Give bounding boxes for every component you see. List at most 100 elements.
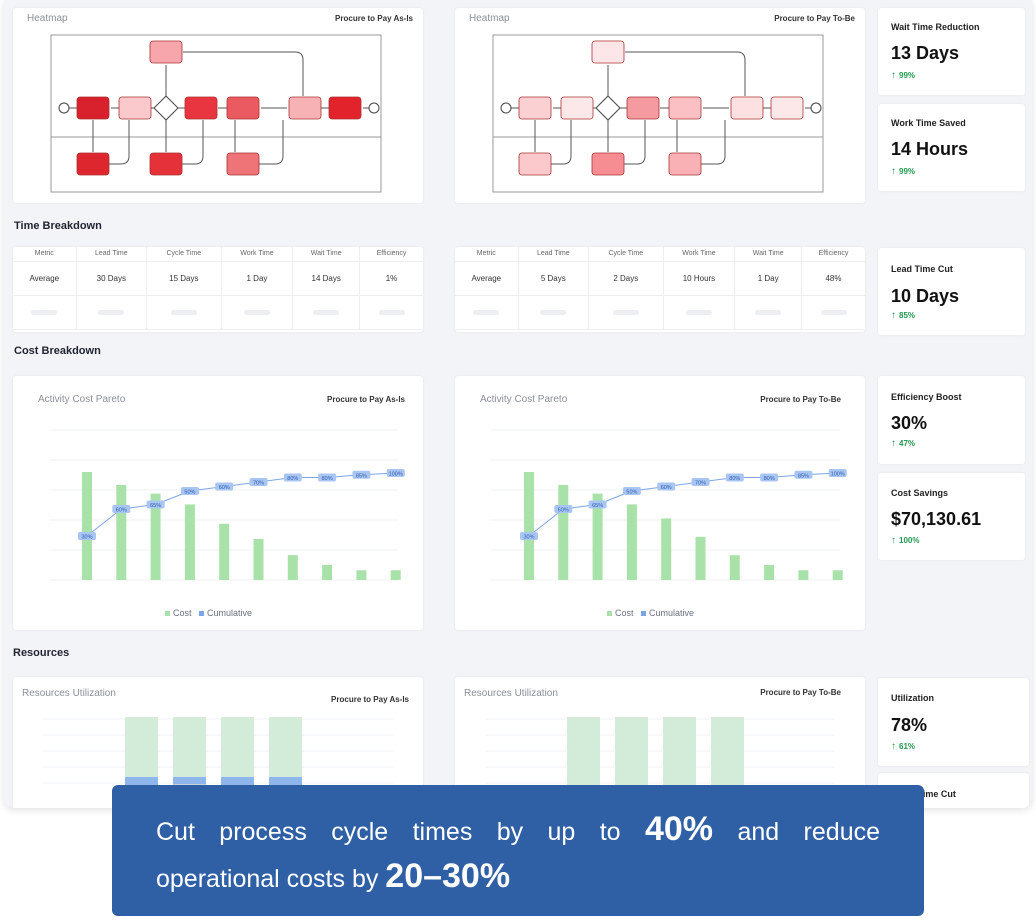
- time-table-as-is: Metric Lead Time Cycle Time Work Time Wa…: [13, 247, 423, 332]
- table-row: Average 30 Days 15 Days 1 Day 14 Days 1%: [13, 261, 423, 296]
- cost-bar: [253, 538, 264, 580]
- cumulative-point: [386, 469, 405, 477]
- cost-bar: [82, 472, 92, 580]
- kpi-value: $70,130.61: [891, 509, 982, 529]
- cost-bar: [661, 518, 672, 580]
- data-label: 80%: [322, 476, 333, 482]
- data-label: 60%: [116, 508, 127, 514]
- arrow-up-icon: ↑: [891, 741, 896, 752]
- activity-box: [591, 152, 625, 176]
- col-header: Cycle Time: [588, 247, 664, 262]
- activity-box: [226, 96, 260, 120]
- activity-box: [76, 152, 110, 176]
- cumulative-point: [657, 482, 676, 491]
- table-cell: 48%: [801, 261, 865, 296]
- data-label: 80%: [764, 476, 775, 482]
- data-label: 65%: [592, 503, 603, 509]
- heatmap-card-to-be: Heatmap Procure to Pay To-Be: [455, 8, 865, 203]
- kpi-wait-time-reduction: Wait Time Reduction 13 Days ↑ 99%: [878, 8, 1025, 95]
- process-heatmap[interactable]: [455, 8, 865, 203]
- chart-subtitle: Procure to Pay As-Is: [327, 395, 405, 404]
- heatmap-subtitle: Procure to Pay As-Is: [335, 14, 413, 23]
- cumulative-line: [528, 472, 838, 537]
- legend-item-cumulative[interactable]: Cumulative: [641, 608, 694, 618]
- cumulative-point: [725, 473, 744, 482]
- arrow-up-icon: ↑: [891, 310, 896, 321]
- table-cell: 2 Days: [588, 261, 664, 296]
- process-heatmap[interactable]: [13, 8, 423, 203]
- legend-item-cumulative[interactable]: Cumulative: [199, 608, 252, 618]
- kpi-lead-time-cut: Lead Time Cut 10 Days ↑ 85%: [878, 248, 1025, 335]
- heatmap-title: Heatmap: [27, 13, 68, 24]
- data-label: 85%: [356, 473, 367, 479]
- cumulative-point: [283, 473, 302, 482]
- cumulative-point: [112, 505, 131, 513]
- table-cell: 10 Hours: [663, 261, 736, 296]
- connector: [259, 120, 284, 165]
- placeholder-bar: [540, 309, 567, 315]
- table-cell: Average: [13, 261, 77, 296]
- table-cell: 1%: [359, 261, 423, 296]
- col-header: Lead Time: [76, 247, 148, 262]
- activity-box: [668, 96, 702, 120]
- arrow-up-icon: ↑: [891, 70, 896, 81]
- data-label: 60%: [661, 485, 672, 491]
- arrow-up-icon: ↑: [891, 535, 896, 546]
- table-cell: 1 Day: [221, 261, 294, 296]
- arrow-up-icon: ↑: [891, 438, 896, 449]
- cost-bar: [626, 504, 637, 580]
- pool-frame: [50, 34, 382, 193]
- heatmap-card-as-is: Heatmap Procure to Pay As-Is: [13, 8, 423, 203]
- chart-subtitle: Procure to Pay To-Be: [760, 688, 841, 697]
- placeholder-bar: [612, 309, 639, 315]
- activity-box: [591, 40, 625, 64]
- kpi-value: 30%: [891, 413, 928, 433]
- resource-bar-segment: [173, 717, 206, 777]
- cost-bar: [287, 555, 298, 580]
- connector: [182, 120, 204, 165]
- connector: [551, 120, 572, 165]
- pareto-chart[interactable]: 30% 60% 65% 50% 60% 70% 80% 80% 85% 100%: [455, 376, 865, 630]
- chart-subtitle: Procure to Pay To-Be: [760, 395, 841, 404]
- activity-box: [288, 96, 322, 120]
- placeholder-bar: [313, 309, 340, 315]
- table-row-placeholder: [13, 295, 423, 330]
- activity-box: [76, 96, 110, 120]
- col-header: Lead Time: [518, 247, 590, 262]
- kpi-label: Work Time Saved: [891, 118, 966, 128]
- cost-bar: [356, 570, 367, 580]
- activity-box: [118, 96, 152, 120]
- placeholder-bar: [378, 309, 405, 315]
- legend-item-cost[interactable]: Cost: [165, 608, 192, 618]
- kpi-delta: ↑ 47%: [891, 438, 916, 449]
- resource-bar-segment: [269, 717, 302, 777]
- cumulative-point: [78, 532, 96, 540]
- cost-bar: [322, 564, 333, 580]
- kpi-cost-savings: Cost Savings $70,130.61 ↑ 100%: [878, 473, 1025, 560]
- chart-title: Resources Utilization: [464, 688, 558, 699]
- activity-box: [328, 96, 362, 120]
- time-table-to-be: Metric Lead Time Cycle Time Work Time Wa…: [455, 247, 865, 332]
- connector: [625, 51, 746, 96]
- table-cell: 14 Days: [292, 261, 360, 296]
- start-event-icon: [500, 102, 512, 114]
- cost-bar: [390, 570, 401, 580]
- cost-bar: [150, 493, 161, 580]
- dashboard: Heatmap Procure to Pay As-Is Heatmap Pro…: [4, 0, 1032, 808]
- pareto-card-as-is: Activity Cost Pareto Procure to Pay As-I…: [13, 376, 423, 630]
- data-label: 70%: [253, 481, 264, 487]
- col-header: Work Time: [663, 247, 736, 262]
- table-cell: Average: [455, 261, 519, 296]
- cost-bar: [729, 555, 740, 580]
- connector: [624, 120, 646, 165]
- activity-box: [730, 96, 764, 120]
- kpi-work-time-saved: Work Time Saved 14 Hours ↑ 99%: [878, 104, 1025, 191]
- section-title-cost-breakdown: Cost Breakdown: [14, 345, 101, 357]
- data-label: 50%: [626, 490, 637, 496]
- pareto-chart[interactable]: 30% 60% 65% 50% 60% 70% 80% 80% 85% 100%: [13, 376, 423, 630]
- legend-item-cost[interactable]: Cost: [607, 608, 634, 618]
- kpi-label: Wait Time Reduction: [891, 22, 980, 32]
- data-label: 65%: [150, 503, 161, 509]
- data-label: 100%: [389, 472, 403, 478]
- activity-box: [626, 96, 660, 120]
